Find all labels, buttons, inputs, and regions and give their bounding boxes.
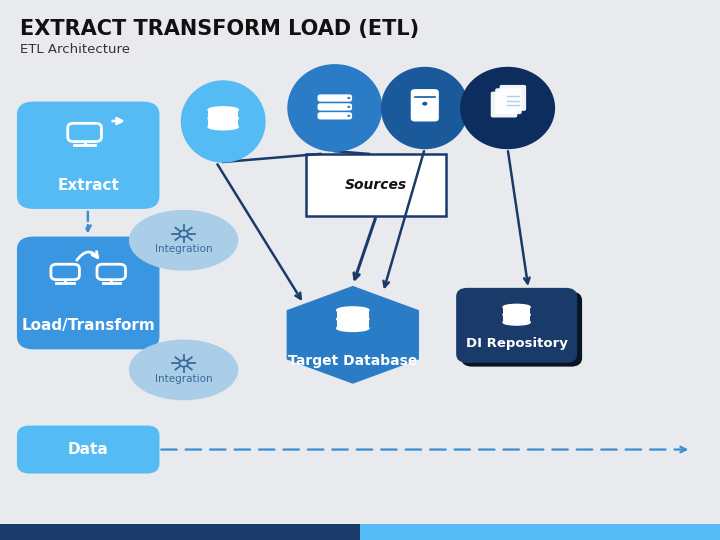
Ellipse shape [503,320,530,325]
Text: ETL Architecture: ETL Architecture [20,43,130,56]
Ellipse shape [382,68,468,148]
Text: Integration: Integration [155,374,212,383]
FancyBboxPatch shape [318,94,352,102]
Polygon shape [287,287,418,383]
Ellipse shape [337,325,369,332]
FancyBboxPatch shape [306,154,446,216]
FancyBboxPatch shape [462,293,581,366]
Text: EXTRACT TRANSFORM LOAD (ETL): EXTRACT TRANSFORM LOAD (ETL) [20,19,419,39]
Ellipse shape [208,124,238,130]
Text: DI Repository: DI Repository [466,337,567,350]
Bar [337,310,369,319]
Text: Extract: Extract [58,178,119,193]
Ellipse shape [503,305,530,310]
FancyBboxPatch shape [457,289,576,362]
Bar [503,315,530,322]
Circle shape [347,114,351,117]
Text: Data: Data [68,442,109,457]
Text: Load/Transform: Load/Transform [22,318,155,333]
Ellipse shape [181,81,265,162]
Text: Integration: Integration [155,244,212,254]
Bar [337,319,369,328]
FancyBboxPatch shape [18,103,158,208]
FancyBboxPatch shape [18,427,158,472]
Ellipse shape [461,68,554,148]
Ellipse shape [208,115,238,122]
FancyBboxPatch shape [495,88,522,114]
FancyBboxPatch shape [500,85,526,111]
Circle shape [422,102,428,106]
FancyBboxPatch shape [360,524,720,540]
Ellipse shape [288,65,382,151]
FancyBboxPatch shape [491,92,517,118]
Ellipse shape [130,211,238,270]
Ellipse shape [130,340,238,400]
Ellipse shape [503,312,530,318]
Bar [208,118,238,127]
FancyBboxPatch shape [0,524,360,540]
Text: Sources: Sources [345,178,408,192]
Ellipse shape [337,307,369,313]
FancyBboxPatch shape [318,112,352,119]
Bar [208,110,238,118]
FancyBboxPatch shape [18,238,158,348]
Circle shape [347,106,351,108]
Ellipse shape [208,107,238,113]
Ellipse shape [337,316,369,322]
Text: Target Database: Target Database [288,354,418,368]
Circle shape [347,97,351,99]
FancyBboxPatch shape [318,103,352,111]
Bar [503,307,530,315]
FancyBboxPatch shape [410,89,439,122]
